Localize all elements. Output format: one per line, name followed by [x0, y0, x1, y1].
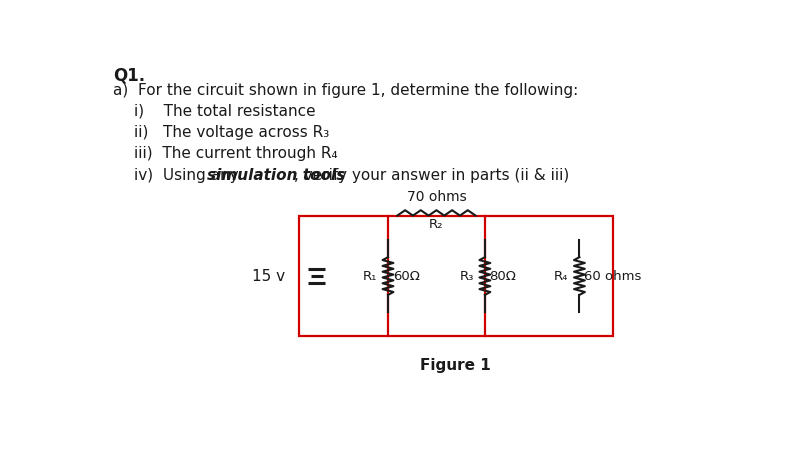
Text: simulation tools: simulation tools — [207, 168, 345, 183]
Text: a)  For the circuit shown in figure 1, determine the following:: a) For the circuit shown in figure 1, de… — [113, 83, 578, 98]
Text: 70 ohms: 70 ohms — [407, 190, 467, 204]
Text: iii)  The current through R₄: iii) The current through R₄ — [134, 146, 338, 161]
Text: R₁: R₁ — [363, 269, 377, 283]
Text: iv)  Using any: iv) Using any — [134, 168, 243, 183]
Text: Figure 1: Figure 1 — [420, 358, 491, 373]
Text: 60Ω: 60Ω — [393, 269, 420, 283]
Text: i)    The total resistance: i) The total resistance — [134, 103, 315, 118]
Text: , verify your answer in parts (ii & iii): , verify your answer in parts (ii & iii) — [294, 168, 569, 183]
Text: R₃: R₃ — [459, 269, 474, 283]
Text: R₄: R₄ — [554, 269, 569, 283]
Text: 60 ohms: 60 ohms — [584, 269, 642, 283]
Text: ii)   The voltage across R₃: ii) The voltage across R₃ — [134, 125, 329, 140]
Text: R₂: R₂ — [429, 218, 444, 231]
Text: 80Ω: 80Ω — [489, 269, 517, 283]
Text: Q1.: Q1. — [113, 66, 145, 84]
Text: 15 v: 15 v — [252, 268, 285, 284]
